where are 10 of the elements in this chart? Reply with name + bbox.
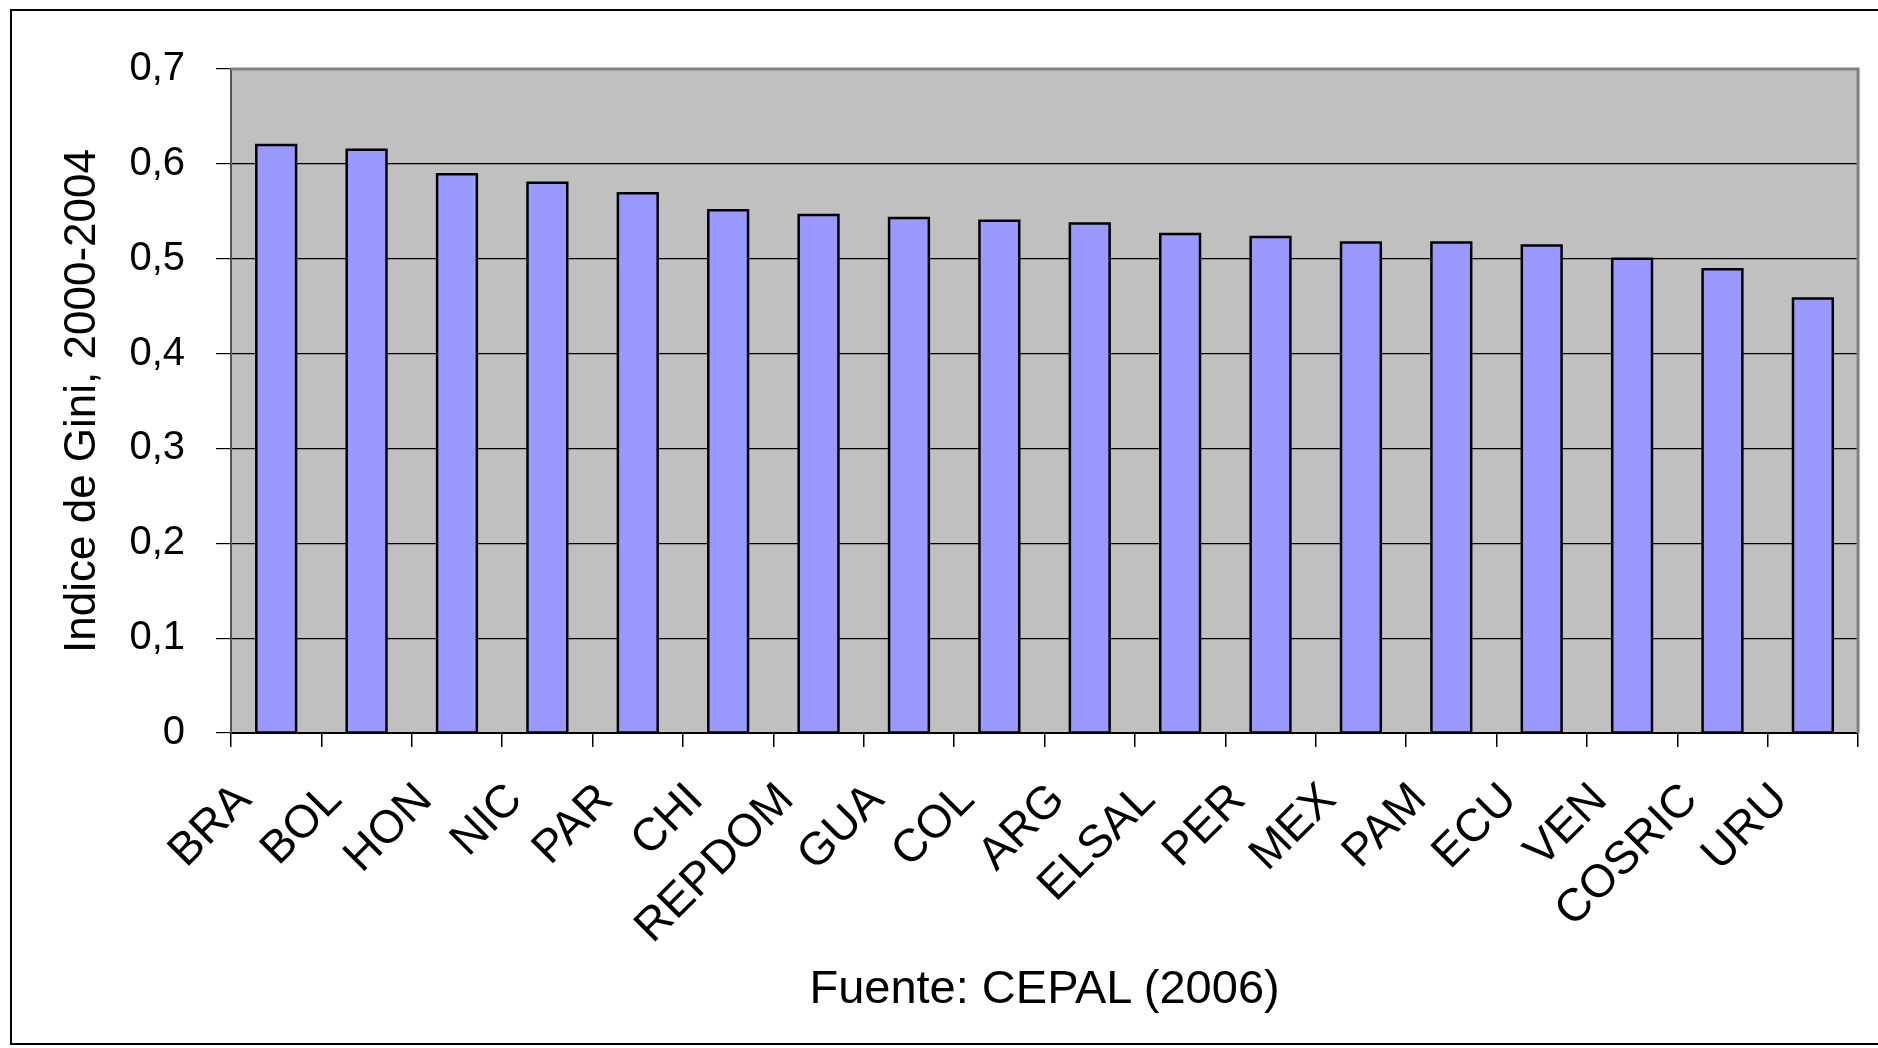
y-axis-title: Indice de Gini, 2000-2004 (54, 149, 104, 653)
y-tick-label: 0,5 (129, 233, 185, 278)
y-tick-label: 0,6 (129, 138, 185, 183)
y-tick-label: 0 (162, 708, 185, 753)
y-tick-label: 0,7 (129, 44, 185, 89)
y-tick-label: 0,4 (129, 328, 185, 373)
source-note: Fuente: CEPAL (2006) (809, 959, 1280, 1013)
y-tick-label: 0,3 (129, 423, 185, 468)
y-tick-label: 0,1 (129, 613, 185, 658)
y-tick-label: 0,2 (129, 518, 185, 563)
